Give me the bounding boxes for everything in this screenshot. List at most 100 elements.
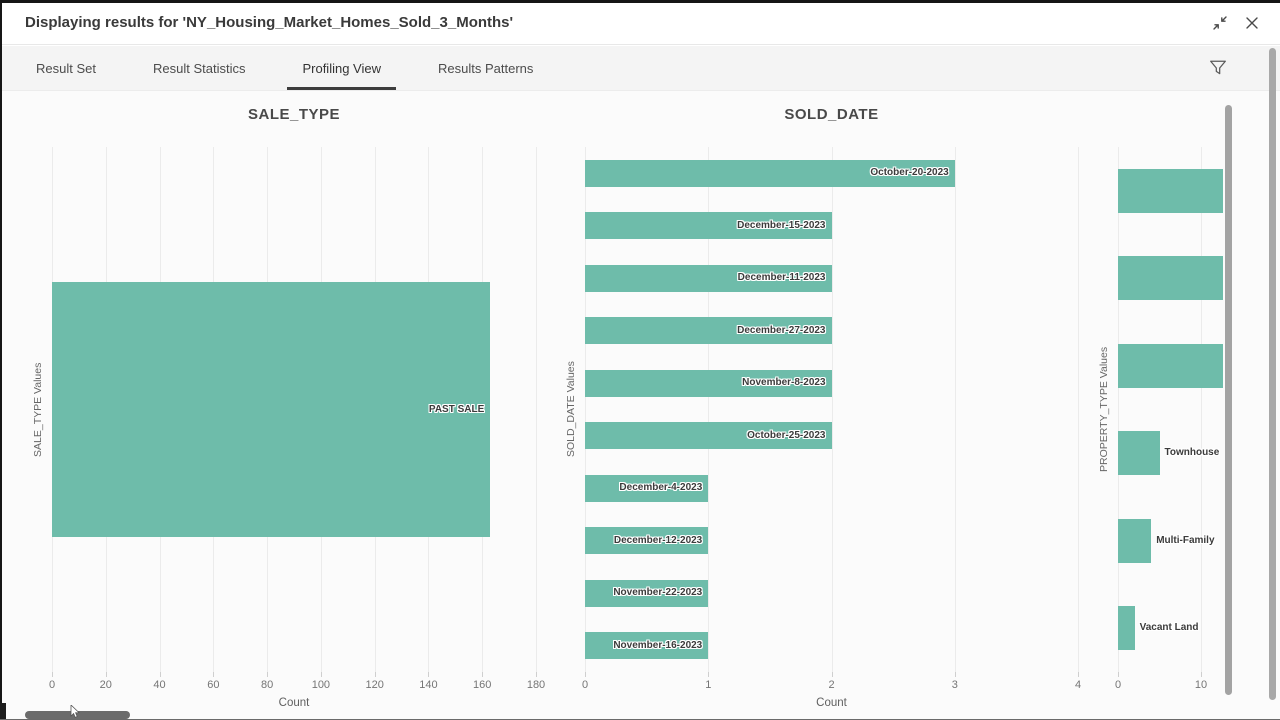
axis-tick-label: 10: [1194, 679, 1208, 691]
bar-label: December-27-2023: [737, 324, 826, 336]
axis-tick: [52, 672, 53, 677]
bar[interactable]: [585, 159, 955, 187]
chart-title: SALE_TYPE: [247, 106, 341, 123]
tab-profiling-view[interactable]: Profiling View: [287, 46, 396, 90]
profiling-charts: SALE_TYPE SALE_TYPE Values 0 20 40 60 80 100 120…: [0, 91, 1280, 720]
gridline: [1078, 147, 1079, 672]
axis-tick-label: 0: [581, 679, 589, 691]
bar[interactable]: [585, 474, 709, 502]
axis-tick-label: 3: [951, 679, 958, 691]
axis-tick: [374, 672, 376, 677]
gridline: [831, 147, 833, 672]
axis-tick: [428, 672, 430, 677]
dialog-header-icons: [1212, 15, 1260, 31]
collapse-icon[interactable]: [1212, 15, 1228, 31]
bar[interactable]: [1118, 606, 1135, 651]
bar-label: December-11-2023: [737, 272, 826, 284]
bar[interactable]: [1118, 518, 1152, 563]
bar[interactable]: [585, 212, 832, 240]
gridline: [954, 147, 956, 672]
dialog-vertical-scrollbar[interactable]: [1269, 48, 1276, 700]
axis-tick: [954, 672, 956, 677]
tab-result-statistics[interactable]: Result Statistics: [153, 46, 245, 90]
axis-tick: [585, 672, 586, 677]
bar[interactable]: [1118, 431, 1160, 476]
bar[interactable]: [1118, 256, 1223, 301]
axis-tick: [1201, 672, 1202, 677]
axis-tick: [831, 672, 833, 677]
frame-edge-bottom: [0, 718, 1280, 720]
axis-tick: [482, 672, 484, 677]
axis-tick-label: 0: [1114, 679, 1122, 691]
axis-tick-label: 80: [260, 679, 274, 691]
tab-results-patterns[interactable]: Results Patterns: [438, 46, 533, 90]
y-axis-label: SALE_TYPE Values: [32, 362, 44, 457]
filter-icon[interactable]: [1209, 59, 1227, 77]
bar-label: Vacant Land: [1139, 622, 1199, 634]
axis-tick-label: 20: [99, 679, 112, 691]
dialog-header: Displaying results for 'NY_Housing_Marke…: [0, 3, 1280, 45]
gridline: [585, 147, 586, 672]
axis-tick-label: 140: [419, 679, 438, 691]
tab-result-set[interactable]: Result Set: [36, 46, 96, 90]
y-axis-label: PROPERTY_TYPE Values: [1098, 346, 1110, 473]
axis-tick: [1118, 672, 1119, 677]
y-axis-label: SOLD_DATE Values: [565, 361, 577, 458]
bar[interactable]: [1118, 168, 1223, 213]
mouse-cursor: [70, 705, 80, 718]
frame-corner-nub: [0, 703, 6, 719]
axis-tick-label: 4: [1074, 679, 1082, 691]
bar-label: October-20-2023: [870, 167, 949, 179]
bar[interactable]: [585, 527, 709, 555]
axis-tick-label: 120: [365, 679, 384, 691]
axis-tick-label: 160: [473, 679, 492, 691]
chart-title: SOLD_DATE: [784, 106, 879, 123]
tab-bar: Result Set Result Statistics Profiling V…: [0, 46, 1280, 91]
bar-label: November-16-2023: [613, 639, 703, 651]
axis-tick: [320, 672, 322, 677]
bar[interactable]: [585, 579, 709, 607]
bar-label: December-15-2023: [737, 219, 826, 231]
bar[interactable]: [585, 369, 832, 397]
gridline: [1201, 147, 1202, 672]
axis-tick: [213, 672, 215, 677]
bar-label: November-8-2023: [742, 377, 826, 389]
axis-tick: [267, 672, 269, 677]
bar[interactable]: [585, 264, 832, 292]
gridline: [708, 147, 710, 672]
axis-tick-label: 60: [207, 679, 220, 691]
charts-vertical-scrollbar[interactable]: [1225, 105, 1232, 695]
bar[interactable]: [1118, 343, 1223, 388]
bar[interactable]: [52, 282, 491, 537]
axis-tick: [159, 672, 161, 677]
axis-tick-label: 100: [311, 679, 331, 691]
charts-horizontal-scrollbar[interactable]: [25, 711, 130, 719]
bar-label: November-22-2023: [613, 587, 703, 599]
bar-label: December-12-2023: [613, 534, 703, 546]
frame-edge-top: [0, 0, 1280, 3]
bar-label: October-25-2023: [747, 429, 826, 441]
axis-tick: [105, 672, 107, 677]
axis-tick-label: 1: [705, 679, 712, 691]
axis-tick-label: 180: [526, 679, 546, 691]
axis-tick-label: 2: [828, 679, 835, 691]
bar[interactable]: [585, 632, 709, 660]
axis-tick-label: 40: [153, 679, 166, 691]
axis-tick: [708, 672, 710, 677]
axis-tick: [1078, 672, 1079, 677]
bar[interactable]: [585, 317, 832, 345]
close-icon[interactable]: [1244, 15, 1260, 31]
bar-label: Townhouse: [1164, 447, 1220, 459]
axis-tick-label: 0: [48, 679, 56, 691]
bar[interactable]: [585, 422, 832, 450]
gridline: [536, 147, 537, 672]
frame-edge-left: [0, 0, 2, 720]
x-axis-label: Count: [816, 697, 847, 709]
bar-label: December-4-2023: [619, 482, 703, 494]
x-axis-label: Count: [278, 697, 310, 709]
gridline: [1118, 147, 1119, 672]
axis-tick: [536, 672, 537, 677]
bar-label: PAST SALE: [428, 403, 485, 415]
